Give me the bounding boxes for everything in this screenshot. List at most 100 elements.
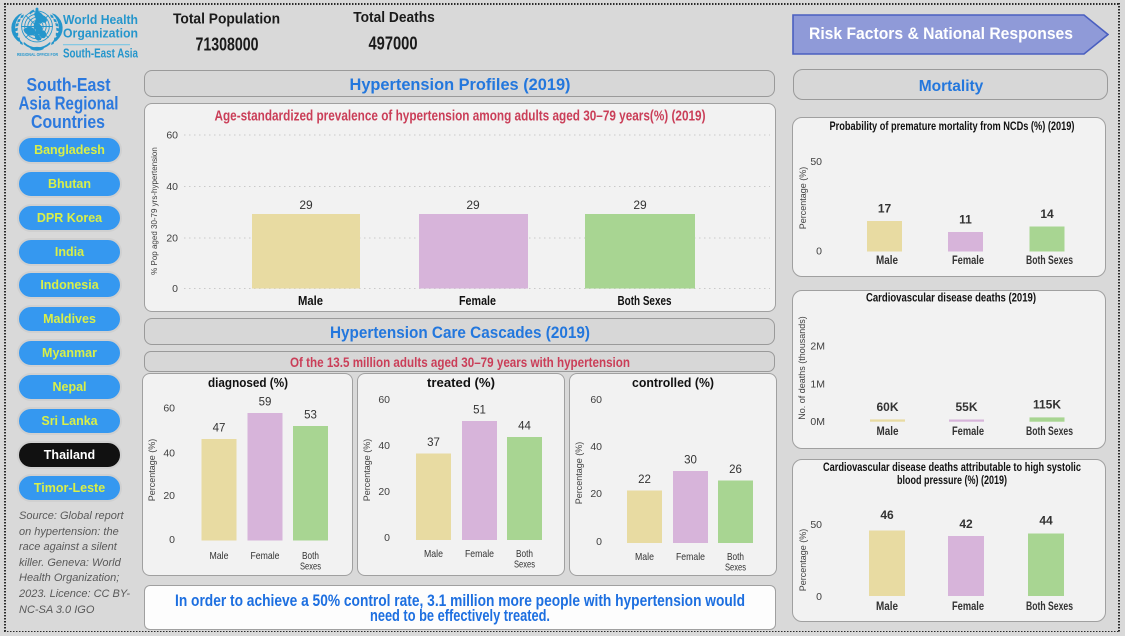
svg-text:497000: 497000	[369, 33, 418, 54]
svg-text:Female: Female	[676, 551, 705, 563]
svg-text:Percentage (%): Percentage (%)	[147, 439, 157, 502]
svg-text:50: 50	[810, 156, 822, 168]
svg-text:Female: Female	[465, 548, 494, 560]
svg-text:53: 53	[304, 410, 317, 422]
svg-text:55K: 55K	[955, 400, 977, 414]
svg-text:Percentage (%): Percentage (%)	[574, 442, 584, 505]
svg-text:60: 60	[590, 394, 602, 406]
svg-text:0: 0	[596, 536, 602, 548]
svg-text:Percentage (%): Percentage (%)	[798, 529, 808, 592]
svg-text:26: 26	[729, 464, 742, 476]
svg-text:Female: Female	[459, 294, 496, 308]
svg-text:Male: Male	[876, 253, 898, 267]
svg-text:% Pop aged 30-79 yrs-hypertens: % Pop aged 30-79 yrs-hypertension	[150, 147, 159, 275]
svg-text:Countries: Countries	[31, 111, 105, 132]
svg-text:No. of deaths (thousands): No. of deaths (thousands)	[797, 316, 807, 420]
svg-text:11: 11	[959, 213, 972, 227]
svg-text:60: 60	[378, 394, 390, 406]
svg-text:Sexes: Sexes	[725, 562, 746, 574]
svg-text:blood pressure (%) (2019): blood pressure (%) (2019)	[897, 473, 1007, 487]
svg-text:Hypertension Profiles (2019): Hypertension Profiles (2019)	[350, 76, 571, 94]
svg-text:50: 50	[810, 519, 822, 531]
svg-text:60: 60	[163, 403, 175, 415]
svg-text:0: 0	[169, 534, 175, 546]
svg-text:Male: Male	[424, 548, 443, 560]
svg-text:42: 42	[959, 517, 973, 531]
svg-text:40: 40	[378, 440, 390, 452]
svg-text:Cardiovascular disease deaths: Cardiovascular disease deaths attributab…	[823, 460, 1081, 474]
svg-text:29: 29	[299, 198, 313, 212]
svg-text:44: 44	[1039, 514, 1053, 528]
svg-text:0: 0	[816, 246, 822, 258]
svg-text:47: 47	[213, 423, 226, 435]
svg-text:37: 37	[427, 437, 440, 449]
svg-text:Hypertension Care Cascades (20: Hypertension Care Cascades (2019)	[330, 324, 590, 342]
svg-text:Total Population: Total Population	[173, 11, 280, 28]
svg-text:World Health: World Health	[63, 13, 138, 27]
svg-text:22: 22	[638, 474, 651, 486]
svg-text:diagnosed (%): diagnosed (%)	[208, 376, 288, 390]
svg-text:South-East: South-East	[27, 74, 111, 95]
svg-text:Mortality: Mortality	[919, 78, 984, 95]
svg-text:Risk Factors & National Respon: Risk Factors & National Responses	[809, 24, 1073, 43]
svg-text:Both Sexes: Both Sexes	[1026, 424, 1073, 438]
svg-text:Both: Both	[727, 551, 744, 563]
svg-text:Male: Male	[210, 550, 229, 562]
svg-text:20: 20	[166, 233, 178, 245]
svg-text:20: 20	[590, 488, 602, 500]
svg-text:2M: 2M	[810, 341, 825, 353]
svg-text:29: 29	[633, 198, 647, 212]
svg-text:Female: Female	[952, 599, 984, 613]
svg-text:Both Sexes: Both Sexes	[618, 294, 672, 308]
svg-text:20: 20	[163, 490, 175, 502]
svg-text:Male: Male	[635, 551, 654, 563]
svg-text:Sexes: Sexes	[514, 559, 535, 571]
svg-text:REGIONAL OFFICE FOR: REGIONAL OFFICE FOR	[17, 52, 59, 57]
svg-text:0: 0	[384, 532, 390, 544]
svg-text:Percentage (%): Percentage (%)	[798, 167, 808, 230]
svg-text:Of the 13.5 million adults age: Of the 13.5 million adults aged 30–79 ye…	[290, 355, 630, 370]
svg-text:115K: 115K	[1033, 398, 1061, 412]
svg-text:Probability of premature morta: Probability of premature mortality from …	[830, 119, 1075, 133]
svg-text:Organization: Organization	[63, 27, 138, 41]
svg-text:51: 51	[473, 405, 486, 417]
svg-text:1M: 1M	[810, 379, 825, 391]
svg-text:controlled (%): controlled (%)	[632, 376, 714, 390]
svg-text:20: 20	[378, 486, 390, 498]
svg-text:Male: Male	[877, 424, 899, 438]
svg-text:Male: Male	[298, 294, 323, 308]
svg-text:Both: Both	[302, 550, 319, 562]
svg-text:In order to achieve a 50% cont: In order to achieve a 50% control rate, …	[175, 591, 745, 610]
svg-text:30: 30	[684, 455, 697, 467]
svg-text:Total Deaths: Total Deaths	[353, 9, 435, 26]
svg-text:Female: Female	[251, 550, 280, 562]
svg-text:60: 60	[166, 130, 178, 142]
svg-text:17: 17	[878, 202, 892, 216]
svg-text:Female: Female	[952, 424, 984, 438]
svg-text:Both Sexes: Both Sexes	[1026, 599, 1073, 613]
svg-text:60K: 60K	[876, 400, 898, 414]
svg-text:0: 0	[172, 283, 178, 295]
svg-text:40: 40	[163, 448, 175, 460]
svg-text:Female: Female	[952, 253, 984, 267]
svg-text:Percentage (%): Percentage (%)	[362, 439, 372, 502]
svg-text:Both: Both	[516, 548, 533, 560]
svg-text:Both Sexes: Both Sexes	[1026, 253, 1073, 267]
svg-text:44: 44	[518, 421, 531, 433]
svg-text:Age-standardized prevalence of: Age-standardized prevalence of hypertens…	[215, 109, 706, 125]
svg-text:Male: Male	[876, 599, 898, 613]
svg-text:71308000: 71308000	[196, 34, 259, 55]
svg-text:0M: 0M	[810, 416, 825, 428]
svg-text:40: 40	[590, 441, 602, 453]
svg-text:Cardiovascular disease deaths: Cardiovascular disease deaths (2019)	[866, 291, 1036, 305]
svg-text:46: 46	[880, 508, 894, 522]
svg-text:treated (%): treated (%)	[427, 376, 495, 390]
svg-text:need to be effectively treated: need to be effectively treated.	[370, 606, 550, 625]
svg-text:Asia Regional: Asia Regional	[19, 93, 119, 114]
svg-text:0: 0	[816, 591, 822, 603]
svg-text:14: 14	[1040, 207, 1054, 221]
svg-text:Sexes: Sexes	[300, 561, 321, 573]
svg-text:59: 59	[259, 397, 272, 409]
svg-text:29: 29	[466, 198, 480, 212]
svg-text:South-East Asia: South-East Asia	[63, 47, 139, 61]
